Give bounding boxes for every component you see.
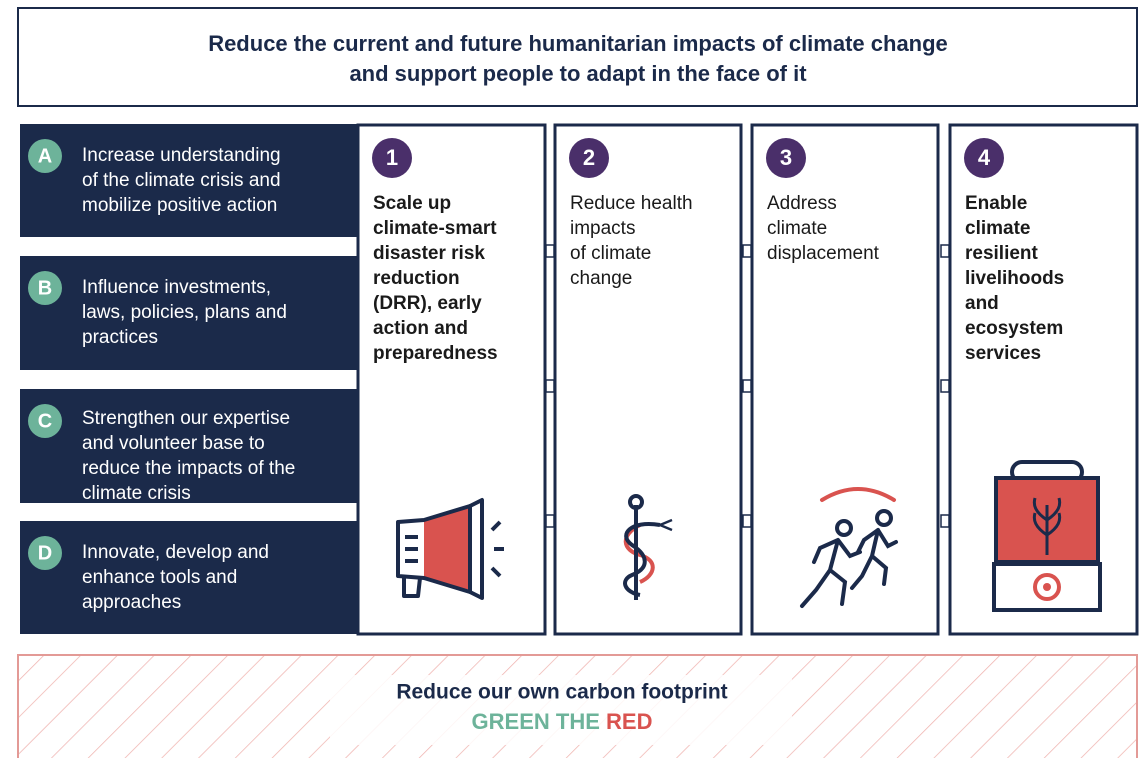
slogan-red: RED xyxy=(606,709,652,734)
header-box xyxy=(17,7,1138,107)
header-title-line: and support people to adapt in the face … xyxy=(349,61,807,86)
goal-box xyxy=(20,124,360,237)
pillar-text: Address xyxy=(767,193,837,214)
pillar-text: Scale up xyxy=(373,193,451,214)
health-icon xyxy=(623,494,673,600)
pillar-badge xyxy=(766,138,806,178)
goal-letter: C xyxy=(38,410,52,432)
connector xyxy=(742,244,752,258)
goal-text: reduce the impacts of the xyxy=(82,458,295,479)
pillars: 1 Scale up climate-smart disaster risk reduc… xyxy=(356,123,1139,636)
pillar-text: ecosystem xyxy=(965,318,1063,339)
goals: A Increase understanding of the climate cr… xyxy=(20,124,360,634)
goal-text: mobilize positive action xyxy=(82,195,277,216)
goal-text: Influence investments, xyxy=(82,277,271,298)
pillar-text: resilient xyxy=(965,243,1039,264)
goal-letter: D xyxy=(38,542,52,564)
pillar-text: impacts xyxy=(570,218,635,239)
goal-text: of the climate crisis and xyxy=(82,170,281,191)
goal-text: Increase understanding xyxy=(82,145,281,166)
livelihood-icon xyxy=(992,460,1102,612)
pillar-text: action and xyxy=(373,318,468,339)
goal-badge xyxy=(28,404,62,438)
pillar-number: 2 xyxy=(583,145,595,170)
pillar-text: climate xyxy=(767,218,827,239)
goal-box xyxy=(20,256,360,370)
pillar-text: reduction xyxy=(373,268,460,289)
pillar-text: services xyxy=(965,343,1041,364)
goal-text: approaches xyxy=(82,592,181,613)
pillar-number: 3 xyxy=(780,145,792,170)
pillar-text: Enable xyxy=(965,193,1027,214)
header-title-line: Reduce the current and future humanitari… xyxy=(208,31,948,56)
footer-text-backdrop xyxy=(330,675,792,745)
footer-title: Reduce our own carbon footprint xyxy=(396,681,727,704)
pillar-text: Reduce health xyxy=(570,193,693,214)
goal-letter: B xyxy=(38,277,52,299)
megaphone-icon xyxy=(396,498,504,600)
connector xyxy=(940,514,950,528)
pillar-text: of climate xyxy=(570,243,651,264)
goal-box xyxy=(20,389,360,503)
goal-badge xyxy=(28,139,62,173)
pillar-badge xyxy=(569,138,609,178)
goal-text: and volunteer base to xyxy=(82,433,265,454)
connector xyxy=(940,244,950,258)
displacement-icon xyxy=(800,487,898,608)
footer-slogan: GREEN THE RED xyxy=(472,709,653,734)
pillar-text: livelihoods xyxy=(965,268,1064,289)
goal-text: enhance tools and xyxy=(82,567,237,588)
pillar-text: climate-smart xyxy=(373,218,497,239)
pillar-text: disaster risk xyxy=(373,243,485,264)
pillar-text: (DRR), early xyxy=(373,293,482,314)
slogan-green: GREEN THE xyxy=(472,709,600,734)
pillar-number: 4 xyxy=(978,145,991,170)
goal-text: practices xyxy=(82,327,158,348)
connector xyxy=(545,514,555,528)
goal-badge xyxy=(28,271,62,305)
pillar-text: climate xyxy=(965,218,1030,239)
pillar-number: 1 xyxy=(386,145,398,170)
header: Reduce the current and future humanitari… xyxy=(208,31,948,86)
pillar-box xyxy=(553,123,743,636)
pillar-badge xyxy=(372,138,412,178)
connector xyxy=(742,514,752,528)
pillar-text: change xyxy=(570,268,632,289)
connector xyxy=(545,379,555,393)
connector xyxy=(742,379,752,393)
connector xyxy=(940,379,950,393)
goal-text: Strengthen our expertise xyxy=(82,408,290,429)
goal-text: Innovate, develop and xyxy=(82,542,269,563)
pillar-text: displacement xyxy=(767,243,880,264)
pillar-badge xyxy=(964,138,1004,178)
goal-letter: A xyxy=(38,145,52,167)
pillar-text: and xyxy=(965,293,999,314)
connector xyxy=(545,244,555,258)
goal-text: laws, policies, plans and xyxy=(82,302,287,323)
goal-badge xyxy=(28,536,62,570)
goal-text: climate crisis xyxy=(82,483,191,504)
pillar-text: preparedness xyxy=(373,343,498,364)
goal-box xyxy=(20,521,360,634)
